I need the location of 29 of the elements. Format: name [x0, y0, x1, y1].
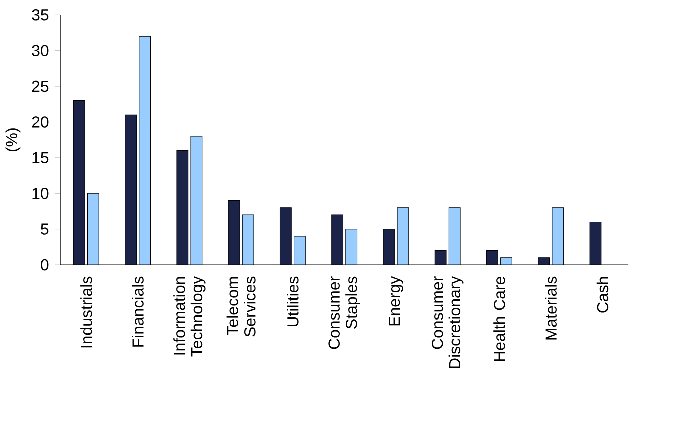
- y-tick-label: 0: [41, 259, 49, 270]
- x-tick-label: Consumer Discretionary: [432, 276, 464, 368]
- x-tick-label: Health Care: [494, 276, 506, 361]
- y-tick-label: 35: [32, 9, 49, 21]
- y-axis-title: (%): [6, 128, 21, 152]
- y-tick-label: 10: [32, 188, 49, 200]
- bar: [280, 208, 292, 265]
- x-tick-label: Utilities: [287, 276, 299, 326]
- bar: [332, 214, 344, 265]
- bar: [74, 100, 86, 265]
- y-tick-label: 25: [32, 80, 49, 92]
- y-tick-label: 15: [32, 152, 49, 164]
- bar: [176, 150, 188, 265]
- x-tick-label: Materials: [545, 276, 557, 340]
- x-tick-label: Cash: [596, 277, 609, 313]
- x-tick-label: Consumer Staples: [328, 276, 360, 349]
- bar: [228, 200, 240, 265]
- y-tick-label: 30: [32, 44, 49, 56]
- y-tick-label: 5: [41, 224, 49, 235]
- bar: [486, 250, 498, 265]
- x-tick-label: Industrials: [80, 276, 92, 348]
- y-tick-label: 20: [32, 116, 49, 128]
- x-tick-label: Information Technology: [174, 276, 206, 357]
- bar: [125, 114, 137, 265]
- bar: [590, 222, 602, 265]
- bar: [384, 229, 395, 265]
- x-tick-label: Energy: [389, 276, 404, 326]
- x-tick-label: Telecom Services: [226, 276, 256, 337]
- x-tick-label: Financials: [132, 276, 144, 347]
